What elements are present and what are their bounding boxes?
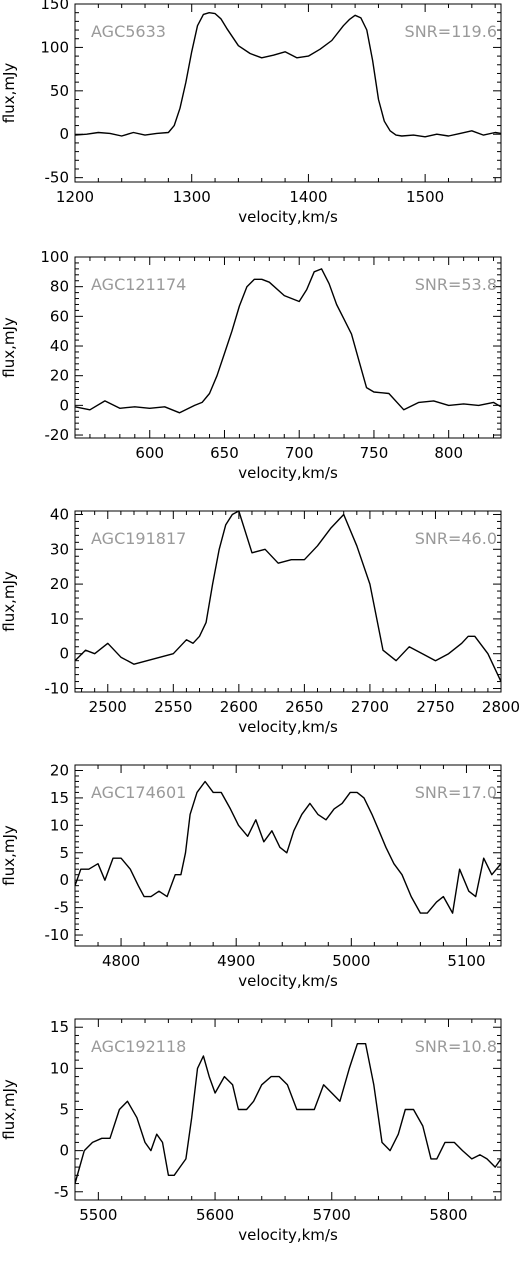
chart-panel-1: 1200 1300 1400 1500 -50 0 50 100 150 velocity,km/… bbox=[0, 0, 502, 226]
x-tick-label: 2550 bbox=[154, 698, 192, 716]
y-tick-label: -50 bbox=[45, 169, 70, 187]
x-tick-label: 2500 bbox=[89, 698, 127, 716]
spectrum-line bbox=[74, 268, 502, 414]
galaxy-name-label: AGC174601 bbox=[91, 783, 186, 802]
y-axis-label: flux,mJy bbox=[0, 571, 18, 632]
x-axis-label: velocity,km/s bbox=[238, 972, 338, 990]
spectrum-line bbox=[74, 780, 502, 914]
plot-frame bbox=[74, 3, 502, 183]
snr-label: SNR=119.6 bbox=[405, 22, 497, 41]
x-tick-label: 2650 bbox=[285, 698, 323, 716]
spectrum-line bbox=[74, 1043, 502, 1184]
x-axis-label: velocity,km/s bbox=[238, 464, 338, 482]
x-tick-label: 800 bbox=[434, 444, 463, 462]
y-tick-label: 15 bbox=[50, 1018, 69, 1036]
y-tick-label: 20 bbox=[50, 575, 69, 593]
x-tick-label: 650 bbox=[210, 444, 239, 462]
x-tick-label: 5000 bbox=[332, 952, 370, 970]
plot-frame bbox=[74, 510, 502, 693]
y-axis-label: flux,mJy bbox=[0, 1079, 18, 1140]
x-tick-label: 4800 bbox=[102, 952, 140, 970]
x-tick-label: 5700 bbox=[313, 1206, 351, 1224]
y-tick-label: 10 bbox=[50, 1059, 69, 1077]
x-tick-label: 5100 bbox=[447, 952, 485, 970]
spectrum-line bbox=[74, 510, 502, 682]
y-tick-label: 5 bbox=[59, 844, 69, 862]
x-tick-label: 2600 bbox=[220, 698, 258, 716]
x-tick-label: 700 bbox=[285, 444, 314, 462]
x-tick-label: 1300 bbox=[173, 188, 211, 206]
x-tick-label: 5800 bbox=[429, 1206, 467, 1224]
y-tick-label: -10 bbox=[45, 926, 70, 944]
spectrum-line bbox=[74, 12, 502, 138]
x-axis-label: velocity,km/s bbox=[238, 718, 338, 736]
snr-label: SNR=46.0 bbox=[415, 529, 497, 548]
y-tick-label: 100 bbox=[40, 248, 69, 266]
plot-frame bbox=[74, 764, 502, 947]
y-tick-label: 40 bbox=[50, 337, 69, 355]
y-tick-label: 40 bbox=[50, 505, 69, 523]
x-tick-label: 600 bbox=[135, 444, 164, 462]
y-tick-label: 10 bbox=[50, 816, 69, 834]
x-tick-label: 2700 bbox=[351, 698, 389, 716]
y-tick-label: 20 bbox=[50, 761, 69, 779]
y-tick-label: -5 bbox=[54, 1183, 69, 1201]
y-tick-label: 30 bbox=[50, 540, 69, 558]
y-tick-label: 0 bbox=[59, 125, 69, 143]
x-tick-label: 1200 bbox=[56, 188, 94, 206]
x-tick-label: 2750 bbox=[416, 698, 454, 716]
x-tick-label: 5600 bbox=[196, 1206, 234, 1224]
snr-label: SNR=10.8 bbox=[415, 1037, 497, 1056]
chart-panel-3: 2500 2550 2600 2650 2700 2750 2800 -10 0 10 20 30 40… bbox=[0, 505, 520, 736]
galaxy-name-label: AGC192118 bbox=[91, 1037, 186, 1056]
y-tick-label: 150 bbox=[40, 0, 69, 13]
x-tick-label: 1500 bbox=[406, 188, 444, 206]
snr-label: SNR=17.0 bbox=[415, 783, 497, 802]
y-tick-label: -20 bbox=[45, 426, 70, 444]
x-tick-label: 5500 bbox=[79, 1206, 117, 1224]
y-tick-label: 20 bbox=[50, 367, 69, 385]
x-tick-label: 1400 bbox=[289, 188, 327, 206]
y-tick-label: 50 bbox=[50, 82, 69, 100]
chart-panel-2: 600 650 700 750 800 -20 0 20 40 60 80 100 velocity,k… bbox=[0, 248, 502, 482]
chart-panel-5: 5500 5600 5700 5800 -5 0 5 10 15 velocity,km/s flu… bbox=[0, 1018, 502, 1244]
x-axis-label: velocity,km/s bbox=[238, 208, 338, 226]
galaxy-name-label: AGC121174 bbox=[91, 275, 186, 294]
galaxy-name-label: AGC191817 bbox=[91, 529, 186, 548]
x-axis-label: velocity,km/s bbox=[238, 1226, 338, 1244]
y-tick-label: 60 bbox=[50, 307, 69, 325]
chart-panel-4: 4800 4900 5000 5100 -10 -5 0 5 10 15 20 velocity,km… bbox=[0, 761, 502, 990]
y-tick-label: 0 bbox=[59, 1142, 69, 1160]
y-tick-label: -10 bbox=[45, 680, 70, 698]
y-tick-label: 15 bbox=[50, 789, 69, 807]
y-axis-label: flux,mJy bbox=[0, 825, 18, 886]
x-tick-label: 750 bbox=[360, 444, 389, 462]
x-tick-label: 4900 bbox=[217, 952, 255, 970]
galaxy-name-label: AGC5633 bbox=[91, 22, 166, 41]
plot-frame bbox=[74, 256, 502, 439]
x-tick-label: 2800 bbox=[482, 698, 520, 716]
y-tick-label: 80 bbox=[50, 278, 69, 296]
snr-label: SNR=53.8 bbox=[415, 275, 497, 294]
y-tick-label: -5 bbox=[54, 899, 69, 917]
y-tick-label: 100 bbox=[40, 38, 69, 56]
y-axis-label: flux,mJy bbox=[0, 63, 18, 124]
y-axis-label: flux,mJy bbox=[0, 317, 18, 378]
y-tick-label: 5 bbox=[59, 1101, 69, 1119]
y-tick-label: 0 bbox=[59, 871, 69, 889]
y-tick-label: 10 bbox=[50, 610, 69, 628]
y-tick-label: 0 bbox=[59, 396, 69, 414]
y-tick-label: 0 bbox=[59, 645, 69, 663]
